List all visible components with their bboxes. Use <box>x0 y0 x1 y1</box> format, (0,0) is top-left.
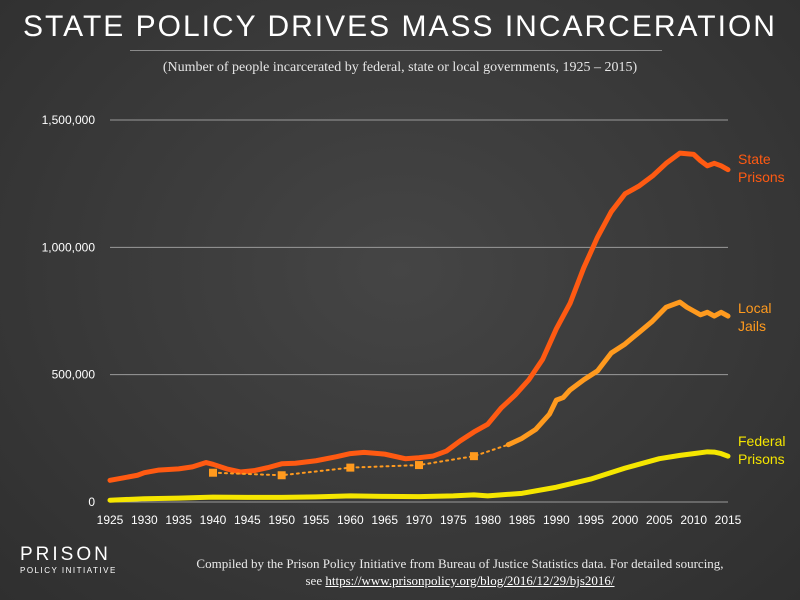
footnote-see: see <box>305 573 323 588</box>
series-line-state-prisons <box>107 150 731 483</box>
x-tick-label: 2015 <box>715 513 742 527</box>
x-tick-label: 1925 <box>97 513 124 527</box>
data-point-marker <box>209 468 217 477</box>
data-point-marker <box>346 463 355 472</box>
x-tick-label: 1940 <box>200 513 227 527</box>
source-link[interactable]: https://www.prisonpolicy.org/blog/2016/1… <box>325 573 615 588</box>
x-tick-label: 1975 <box>440 513 467 527</box>
chart-subtitle: (Number of people incarcerated by federa… <box>162 60 638 75</box>
series-label-federal-prisons: Federal Prisons <box>738 433 785 467</box>
y-axis: 0 500,000 1,000,000 1,500,000 <box>42 113 96 509</box>
chart-title: STATE POLICY DRIVES MASS INCARCERATION <box>23 10 777 43</box>
prison-policy-logo: PRISON POLICY INITIATIVE <box>20 545 120 577</box>
series-lines <box>107 150 731 503</box>
x-tick-label: 1970 <box>406 513 433 527</box>
x-tick-label: 1980 <box>474 513 501 527</box>
data-point-marker <box>415 461 423 470</box>
source-footnote: Compiled by the Prison Policy Initiative… <box>130 555 790 589</box>
logo-text-top: PRISON <box>20 544 111 565</box>
series-labels: State Prisons Local Jails Federal Prisons <box>738 151 785 467</box>
y-tick-label: 1,500,000 <box>42 113 96 127</box>
series-label-state-prisons: State Prisons <box>738 151 785 185</box>
x-tick-label: 1945 <box>234 513 261 527</box>
y-tick-label: 0 <box>88 495 95 509</box>
x-tick-label: 2005 <box>646 513 673 527</box>
x-tick-label: 1960 <box>337 513 364 527</box>
x-tick-label: 2000 <box>612 513 639 527</box>
x-tick-label: 1990 <box>543 513 570 527</box>
x-tick-label: 1995 <box>577 513 604 527</box>
gridlines <box>110 119 728 503</box>
x-tick-label: 1950 <box>268 513 295 527</box>
x-tick-label: 1965 <box>371 513 398 527</box>
title-divider <box>130 50 662 51</box>
logo-text-bottom: POLICY INITIATIVE <box>20 566 117 575</box>
footnote-line1: Compiled by the Prison Policy Initiative… <box>196 556 724 571</box>
x-tick-label: 1930 <box>131 513 158 527</box>
series-line-federal-prisons <box>107 449 731 503</box>
series-label-local-jails: Local Jails <box>738 300 771 334</box>
x-tick-label: 1985 <box>509 513 536 527</box>
series-line-local-jails <box>505 299 731 448</box>
y-tick-label: 1,000,000 <box>42 240 96 254</box>
x-axis: 1925 1930 1935 1940 1945 1950 1955 1960 1965 1970… <box>97 513 742 527</box>
y-tick-label: 500,000 <box>52 368 96 382</box>
data-point-marker <box>469 452 478 461</box>
data-point-marker <box>277 471 286 480</box>
x-tick-label: 2010 <box>680 513 707 527</box>
x-tick-label: 1955 <box>303 513 330 527</box>
x-tick-label: 1935 <box>165 513 192 527</box>
